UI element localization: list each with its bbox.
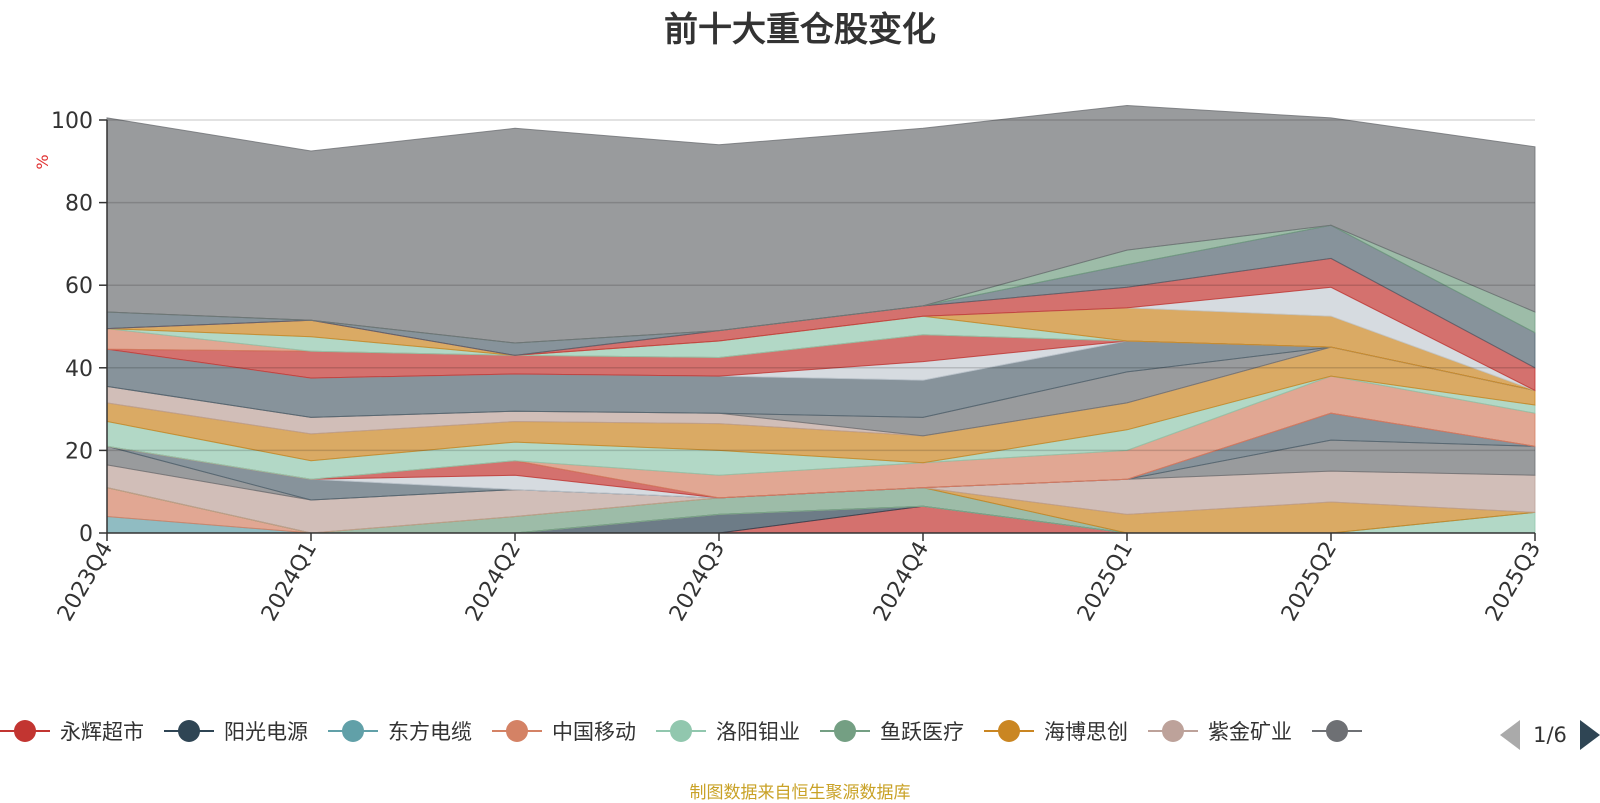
legend-marker-icon xyxy=(984,719,1034,743)
legend-item[interactable]: 海博思创 xyxy=(984,716,1128,746)
legend-item[interactable]: 鱼跃医疗 xyxy=(820,716,964,746)
y-tick-label: 80 xyxy=(65,192,93,217)
legend-label: 中国移动 xyxy=(552,720,636,744)
legend-label: 海博思创 xyxy=(1044,720,1128,744)
legend-marker-icon xyxy=(328,719,378,743)
gridlines xyxy=(107,119,1535,452)
legend-item[interactable]: 紫金矿业 xyxy=(1148,716,1292,746)
data-source-note: 制图数据来自恒生聚源数据库 xyxy=(689,783,911,803)
y-tick-label: 20 xyxy=(65,439,93,464)
x-tick-label: 2025Q3 xyxy=(1481,538,1546,626)
x-tick-label: 2024Q3 xyxy=(665,538,730,626)
legend-marker-icon xyxy=(820,719,870,743)
legend-label: 紫金矿业 xyxy=(1208,720,1292,744)
y-tick-label: 0 xyxy=(79,522,93,547)
legend-marker-icon xyxy=(164,719,214,743)
x-tick-label: 2025Q2 xyxy=(1277,538,1342,626)
x-tick-label: 2025Q1 xyxy=(1073,538,1138,626)
legend-item[interactable]: 中国移动 xyxy=(492,716,636,746)
legend-next-icon[interactable] xyxy=(1579,720,1600,750)
legend-pager: 1/6 xyxy=(1500,718,1600,752)
y-tick-label: 60 xyxy=(65,274,93,299)
x-tick-label: 2024Q4 xyxy=(869,538,934,626)
area-series-27 xyxy=(106,104,1536,344)
legend-label: 永辉超市 xyxy=(60,720,144,744)
legend-label: 东方电缆 xyxy=(388,720,472,744)
legend-label: 阳光电源 xyxy=(224,720,308,744)
legend-item[interactable]: 永辉超市 xyxy=(0,716,144,746)
area-series-group xyxy=(106,104,1536,534)
legend-marker-icon xyxy=(1148,719,1198,743)
y-tick-label: 100 xyxy=(51,109,93,134)
y-tick-label: 40 xyxy=(65,357,93,382)
legend-item[interactable]: 洛阳钼业 xyxy=(656,716,800,746)
legend-label: 洛阳钼业 xyxy=(716,720,800,744)
legend-marker-icon xyxy=(656,719,706,743)
legend-marker-icon xyxy=(492,719,542,743)
legend-prev-icon[interactable] xyxy=(1500,720,1520,750)
x-tick-label: 2023Q4 xyxy=(53,538,118,626)
legend-marker-icon xyxy=(1312,719,1362,743)
legend-marker-icon xyxy=(0,719,50,743)
legend-label: 鱼跃医疗 xyxy=(880,720,964,744)
legend-item[interactable] xyxy=(1312,719,1372,743)
chart-title: 前十大重仓股变化 xyxy=(664,10,936,50)
legend-item[interactable]: 阳光电源 xyxy=(164,716,308,746)
legend-page-indicator: 1/6 xyxy=(1533,723,1567,747)
x-tick-label: 2024Q2 xyxy=(461,538,526,626)
legend: 永辉超市 阳光电源 东方电缆 中国移动 洛阳钼业 鱼跃医疗 海博思创 紫金矿业 xyxy=(0,716,1500,752)
y-axis-label: % xyxy=(33,154,52,169)
legend-item[interactable]: 东方电缆 xyxy=(328,716,472,746)
x-tick-label: 2024Q1 xyxy=(257,538,322,626)
